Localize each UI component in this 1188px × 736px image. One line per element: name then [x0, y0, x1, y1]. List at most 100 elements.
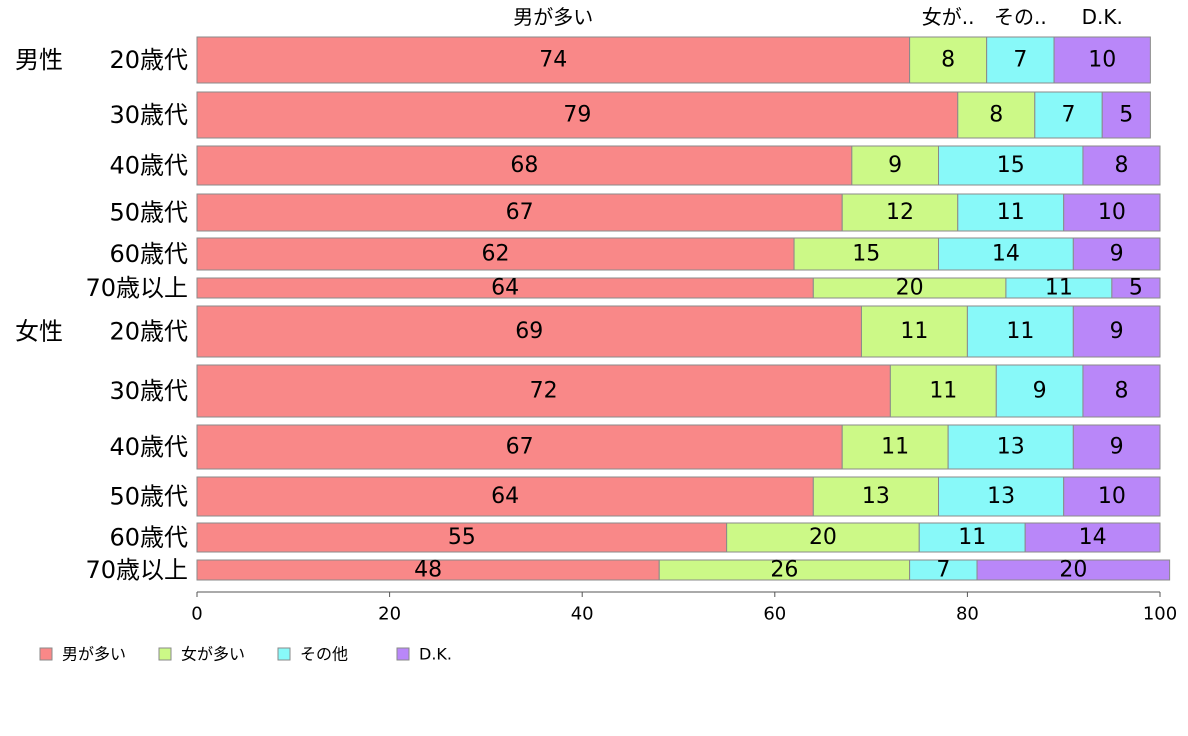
bar-segment-8-3: [995, 364, 1084, 418]
bar-segment-3-2: [851, 145, 940, 186]
data-label-1-1: 74: [539, 48, 567, 73]
data-label-2-1: 79: [563, 103, 591, 128]
data-label-9-2: 11: [881, 435, 909, 460]
header-label-3: その..: [994, 5, 1047, 29]
data-label-7-4: 9: [1110, 319, 1124, 344]
bar-segment-7-1: [196, 305, 862, 358]
data-label-12-4: 20: [1059, 558, 1087, 583]
data-label-12-3: 7: [936, 558, 950, 583]
bar-segment-4-4: [1063, 193, 1161, 232]
bar-segment-7-2: [860, 305, 968, 358]
legend-label-1: 男が多い: [62, 645, 126, 664]
group-label-1: 男性: [15, 46, 63, 74]
data-label-8-2: 11: [929, 379, 957, 404]
data-label-11-3: 11: [958, 525, 986, 550]
row-label-1: 20歳代: [109, 46, 188, 74]
x-tick-label-1: 0: [191, 604, 202, 625]
data-label-5-2: 15: [852, 242, 880, 267]
data-label-12-1: 48: [414, 558, 442, 583]
bar-segment-5-2: [793, 237, 940, 271]
x-tick-label-3: 40: [571, 604, 594, 625]
data-label-10-2: 13: [862, 484, 890, 509]
data-label-4-4: 10: [1098, 200, 1126, 225]
row-label-6: 70歳以上: [85, 274, 188, 302]
x-tick-label-2: 20: [378, 604, 401, 625]
row-label-10: 50歳代: [109, 483, 188, 511]
group-label-2: 女性: [15, 318, 63, 346]
data-label-7-3: 11: [1006, 319, 1034, 344]
bar-segment-5-1: [196, 237, 795, 271]
data-label-12-2: 26: [770, 558, 798, 583]
row-label-2: 30歳代: [109, 101, 188, 129]
header-label-4: D.K.: [1082, 5, 1123, 29]
data-label-10-3: 13: [987, 484, 1015, 509]
data-label-2-4: 5: [1119, 103, 1133, 128]
row-label-8: 30歳代: [109, 377, 188, 405]
data-label-2-2: 8: [989, 103, 1003, 128]
x-tick-label-4: 60: [763, 604, 786, 625]
bar-segment-2-1: [196, 91, 959, 139]
bar-segment-10-3: [938, 476, 1065, 517]
data-label-9-4: 9: [1110, 435, 1124, 460]
bar-segment-2-3: [1034, 91, 1103, 139]
legend-swatch-1: [39, 647, 53, 661]
data-label-10-4: 10: [1098, 484, 1126, 509]
header-label-1: 男が多い: [513, 5, 593, 29]
bar-segment-3-1: [196, 145, 853, 186]
row-label-7: 20歳代: [109, 318, 188, 346]
data-label-9-1: 67: [506, 435, 534, 460]
bar-segment-8-2: [889, 364, 997, 418]
bar-segment-9-1: [196, 424, 843, 470]
bar-segment-1-4: [1053, 36, 1151, 84]
bar-segment-2-2: [957, 91, 1036, 139]
data-label-11-2: 20: [809, 525, 837, 550]
row-label-5: 60歳代: [109, 240, 188, 268]
bar-segment-9-2: [841, 424, 949, 470]
data-label-1-2: 8: [941, 48, 955, 73]
data-label-7-1: 69: [515, 319, 543, 344]
data-label-4-1: 67: [506, 200, 534, 225]
legend-swatch-3: [277, 647, 291, 661]
data-label-8-3: 9: [1033, 379, 1047, 404]
data-label-11-1: 55: [448, 525, 476, 550]
data-label-3-3: 15: [997, 153, 1025, 178]
x-tick-label-6: 100: [1143, 604, 1177, 625]
row-label-11: 60歳代: [109, 524, 188, 552]
legend-swatch-4: [396, 647, 410, 661]
data-label-6-4: 5: [1129, 276, 1143, 301]
legend-label-4: D.K.: [419, 645, 452, 664]
bar-segment-6-4: [1111, 277, 1161, 299]
data-label-5-1: 62: [482, 242, 510, 267]
data-label-6-2: 20: [896, 276, 924, 301]
legend-swatch-2: [158, 647, 172, 661]
bar-segment-4-1: [196, 193, 843, 232]
bar-segment-10-1: [196, 476, 814, 517]
bar-segment-5-3: [938, 237, 1074, 271]
row-label-4: 50歳代: [109, 199, 188, 227]
data-label-3-1: 68: [510, 153, 538, 178]
bar-segment-8-4: [1082, 364, 1161, 418]
row-label-9: 40歳代: [109, 433, 188, 461]
bar-segment-11-1: [196, 522, 728, 553]
bar-segment-1-2: [909, 36, 988, 84]
bar-segment-1-3: [986, 36, 1055, 84]
data-label-4-3: 11: [997, 200, 1025, 225]
bar-segment-5-4: [1072, 237, 1161, 271]
data-label-5-3: 14: [992, 242, 1020, 267]
data-label-6-1: 64: [491, 276, 519, 301]
data-label-7-2: 11: [900, 319, 928, 344]
bar-segment-9-3: [947, 424, 1074, 470]
bar-segment-4-2: [841, 193, 959, 232]
row-label-3: 40歳代: [109, 152, 188, 180]
bar-segment-1-1: [196, 36, 911, 84]
bar-segment-7-4: [1072, 305, 1161, 358]
data-label-10-1: 64: [491, 484, 519, 509]
data-label-3-4: 8: [1114, 153, 1128, 178]
legend-label-2: 女が多い: [181, 645, 245, 664]
bar-segment-11-2: [726, 522, 920, 553]
data-label-8-1: 72: [530, 379, 558, 404]
bar-segment-2-4: [1101, 91, 1151, 139]
data-label-11-4: 14: [1079, 525, 1107, 550]
bar-segment-12-4: [976, 559, 1171, 581]
legend-label-3: その他: [300, 645, 348, 664]
